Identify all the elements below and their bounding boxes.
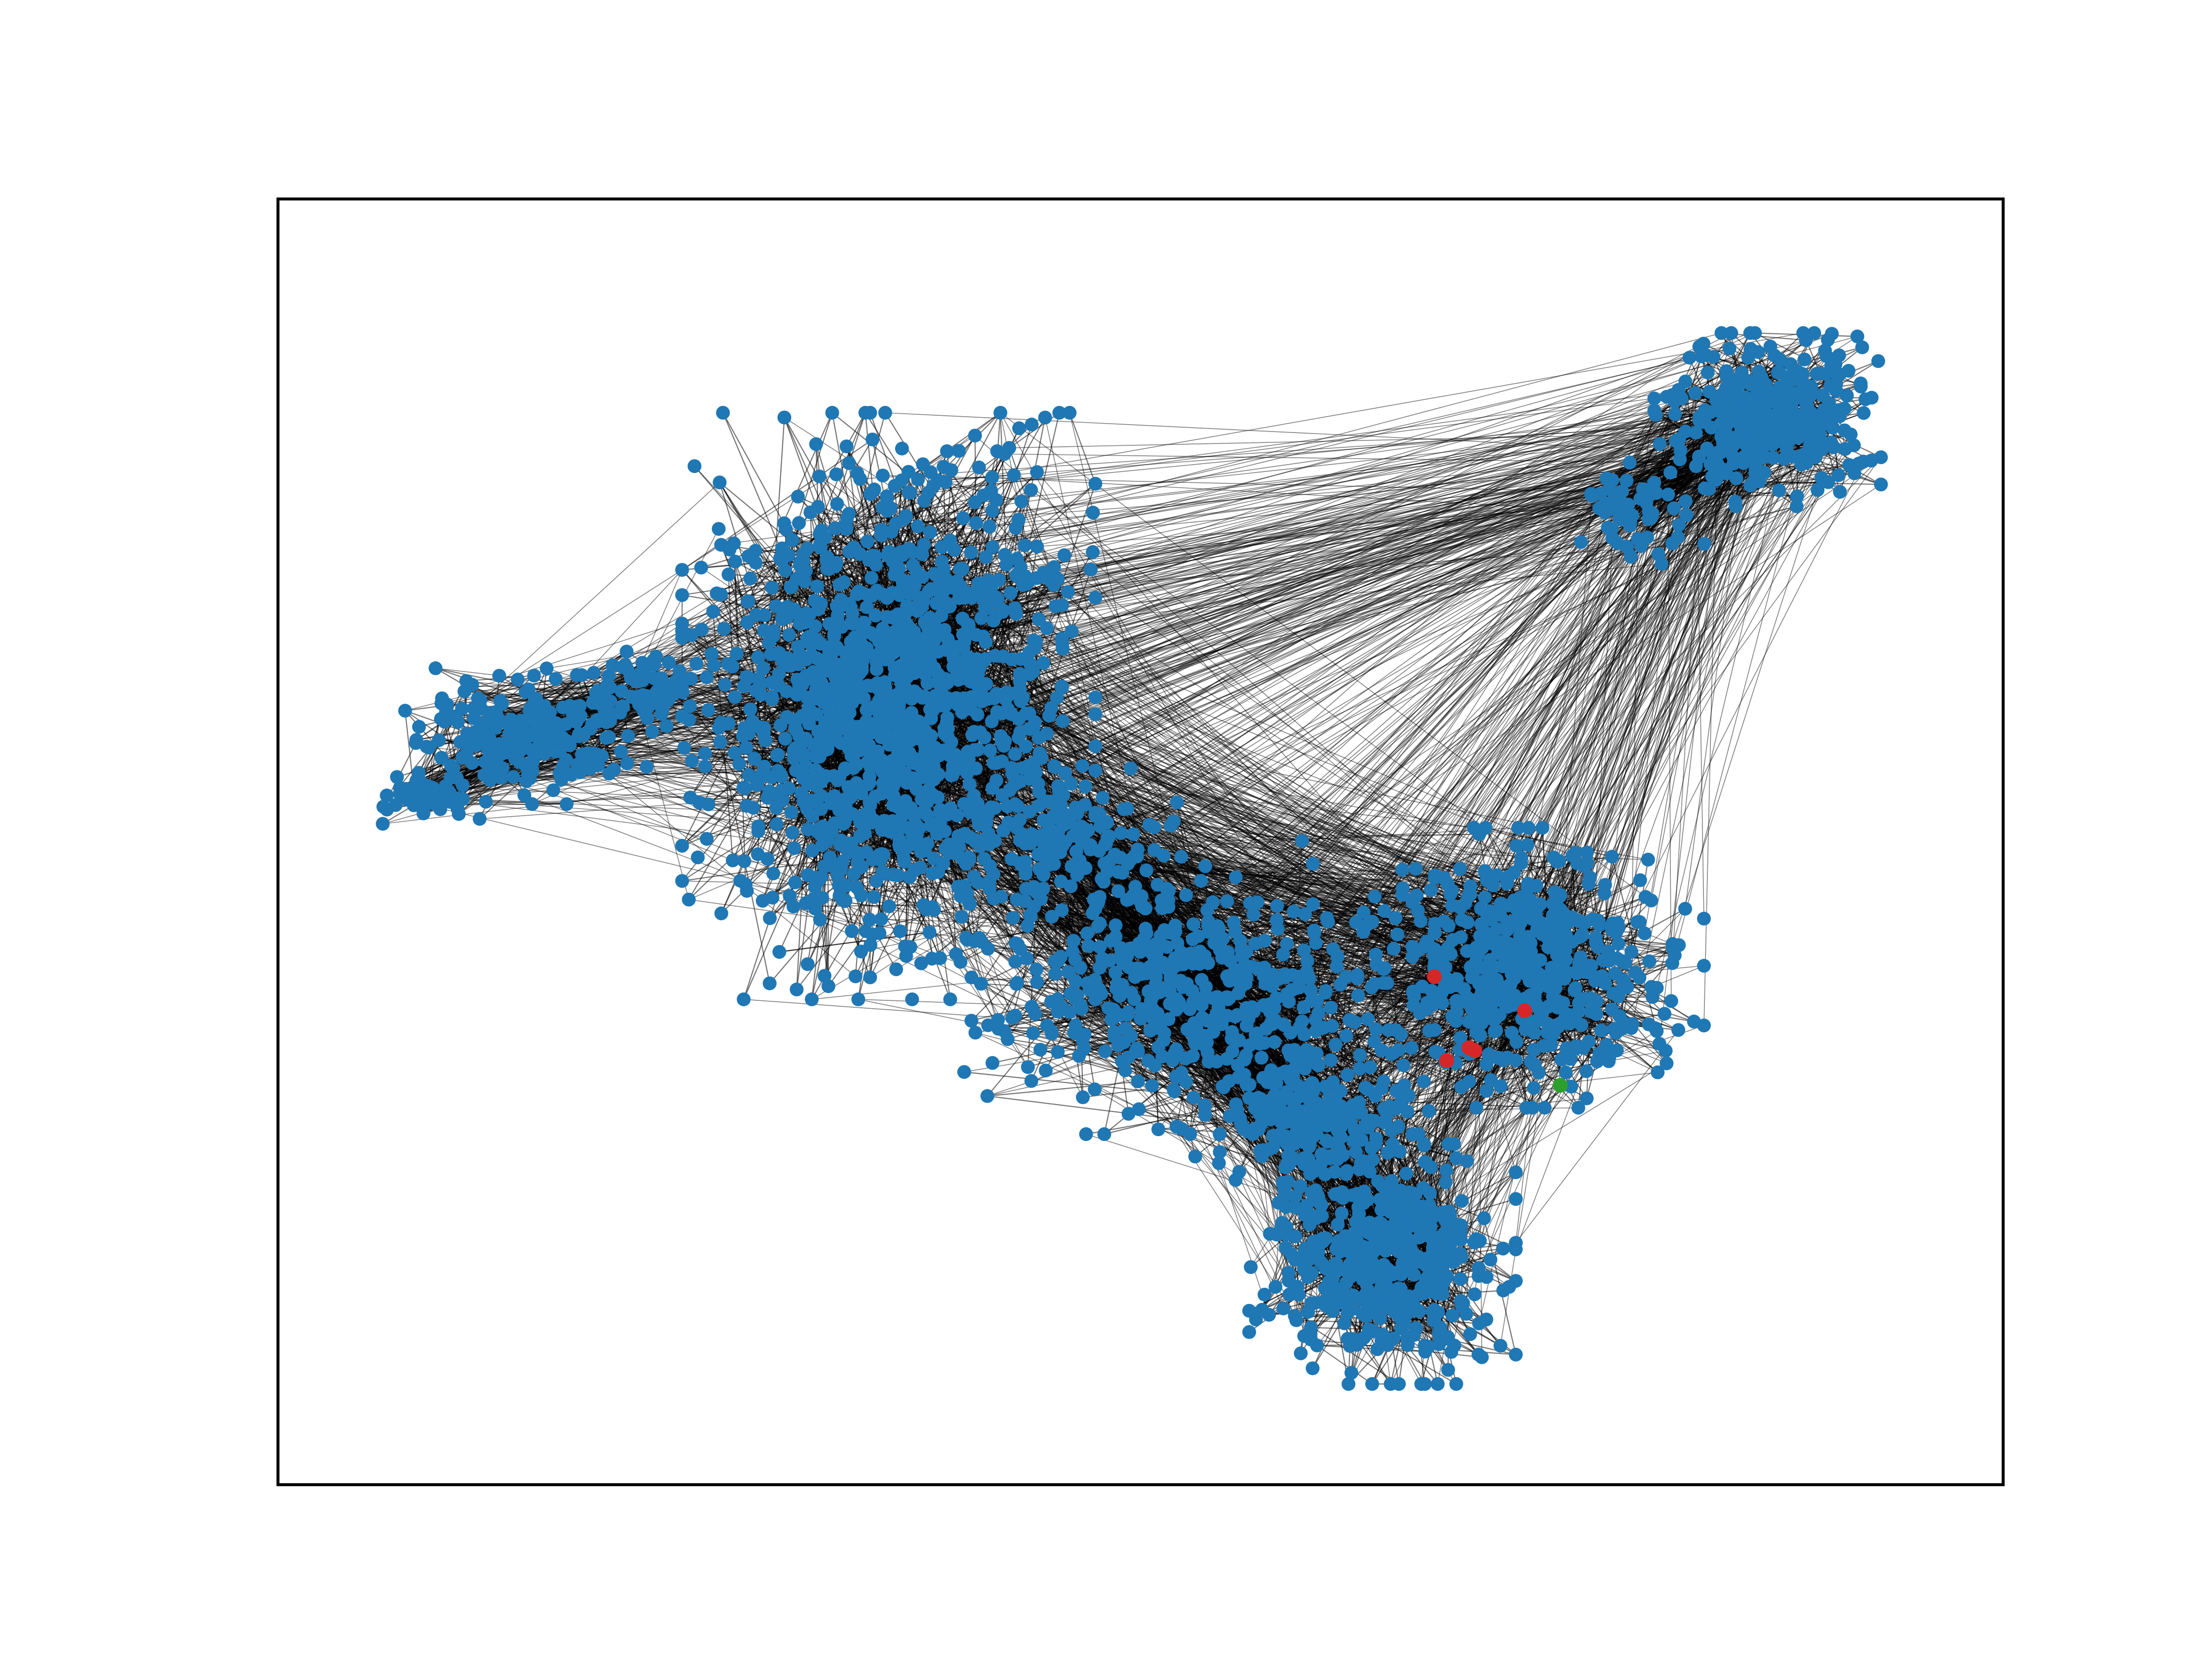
edge xyxy=(580,772,759,832)
edge xyxy=(722,412,822,644)
edge xyxy=(438,722,795,741)
edge xyxy=(708,804,825,867)
edge xyxy=(998,916,1053,1029)
edge xyxy=(597,765,856,977)
edge xyxy=(681,439,873,571)
edge xyxy=(1316,1345,1373,1384)
plot-area xyxy=(376,326,1888,1391)
edge xyxy=(479,797,768,820)
edge xyxy=(743,829,819,1000)
edge xyxy=(524,794,806,904)
edge xyxy=(474,482,720,709)
edge xyxy=(720,826,759,914)
edge xyxy=(831,412,964,519)
